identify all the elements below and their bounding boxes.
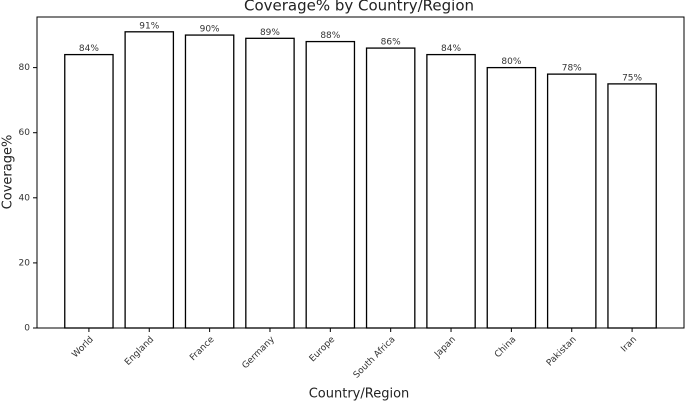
value-label: 91% xyxy=(139,21,159,31)
value-label: 84% xyxy=(441,44,461,54)
bar xyxy=(64,53,114,329)
x-tick-label: England xyxy=(123,335,156,368)
chart-title: Coverage% by Country/Region xyxy=(244,0,474,15)
x-tick-label: Germany xyxy=(241,334,278,371)
x-tick-label: Japan xyxy=(432,335,458,361)
bar xyxy=(607,83,657,329)
value-label: 84% xyxy=(79,44,99,54)
x-tick-label: South Africa xyxy=(352,335,398,381)
y-axis-label: Coverage% xyxy=(1,135,16,210)
x-axis-label: Country/Region xyxy=(309,387,410,402)
value-label: 75% xyxy=(622,73,642,83)
y-tick-label: 0 xyxy=(24,324,30,334)
y-tick-label: 80 xyxy=(19,63,31,73)
value-label: 88% xyxy=(320,31,340,41)
bar xyxy=(546,73,597,329)
x-tick-label: Pakistan xyxy=(545,335,579,369)
bar xyxy=(486,66,537,329)
y-tick-label: 20 xyxy=(19,258,31,268)
x-tick-label: China xyxy=(493,335,518,360)
value-label: 90% xyxy=(200,25,220,35)
bar xyxy=(245,37,295,329)
value-label: 89% xyxy=(260,28,280,38)
value-label: 78% xyxy=(562,64,582,74)
plot-frame xyxy=(36,16,685,329)
value-label: 80% xyxy=(501,57,521,67)
bar xyxy=(426,53,476,329)
bar xyxy=(124,31,175,329)
value-label: 86% xyxy=(381,38,401,48)
y-tick-label: 60 xyxy=(19,128,31,138)
x-tick-label: World xyxy=(70,335,95,360)
x-tick-label: France xyxy=(188,334,217,363)
bar xyxy=(184,34,235,329)
x-tick-label: Europe xyxy=(308,334,338,364)
bar xyxy=(365,47,416,329)
bar xyxy=(305,40,356,329)
x-tick-label: Iran xyxy=(619,335,639,355)
y-tick-label: 40 xyxy=(19,193,31,203)
